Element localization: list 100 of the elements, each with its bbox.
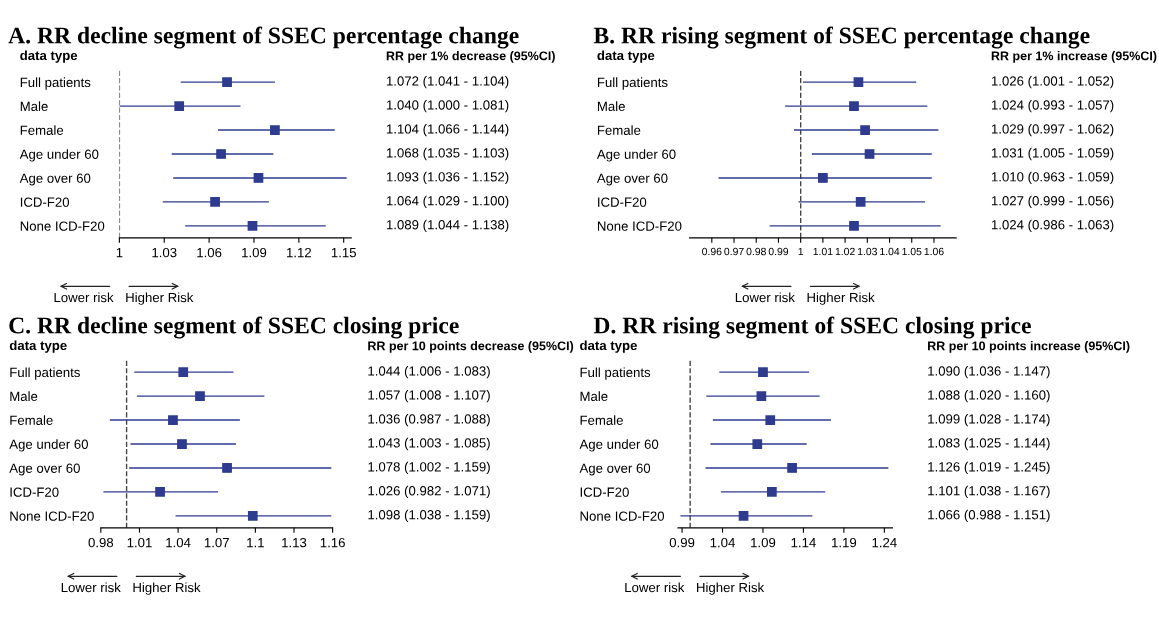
x-tick-label: 0.96 [702, 247, 722, 256]
text: data type [20, 50, 78, 63]
text: Lower risk [625, 582, 685, 593]
y-tick-label: Full patients [20, 77, 91, 90]
x-tick-label: 1 [116, 248, 123, 258]
text: data type [9, 340, 67, 353]
y-tick-label: Full patients [10, 367, 80, 380]
data-label: 1.066 (0.988 - 1.151) [928, 509, 1050, 523]
data-label: 1.043 (1.003 - 1.085) [368, 437, 490, 451]
text: Higher Risk [126, 292, 194, 305]
y-tick-label: Age over 60 [19, 173, 91, 186]
x-tick-label: 1.06 [197, 247, 222, 258]
data-label: 1.104 (1.066 - 1.144) [386, 123, 509, 137]
text: RR per 1% increase (95%CI) [991, 51, 1157, 63]
data-label: 1.031 (1.005 - 1.059) [991, 147, 1114, 161]
x-tick-label: 1.12 [287, 247, 312, 258]
y-tick-label: Age under 60 [19, 149, 99, 162]
chart-title: A. RR decline segment of SSEC percentage change [8, 26, 519, 49]
y-tick-label: Full patients [597, 77, 668, 90]
data-label: 1.098 (1.038 - 1.159) [368, 509, 490, 523]
data-label: 1.089 (1.044 - 1.138) [386, 219, 509, 233]
text: Lower risk [61, 582, 121, 593]
data-label: 1.099 (1.028 - 1.174) [928, 413, 1050, 427]
x-tick-label: 1.06 [924, 247, 944, 256]
text: RR per 10 points decrease (95%CI) [368, 341, 574, 353]
data-label: 1.024 (0.993 - 1.057) [991, 99, 1114, 113]
text: RR per 10 points increase (95%CI) [928, 341, 1130, 353]
x-tick-label: 1.03 [152, 247, 177, 258]
text: Higher Risk [697, 582, 765, 595]
chart-title: D. RR rising segment of SSEC closing price [593, 316, 1031, 339]
x-tick-label: 0.99 [669, 537, 695, 548]
y-tick-label: Male [10, 391, 38, 402]
y-tick-label: None ICD-F20 [597, 221, 682, 231]
x-tick-label: 1.1 [247, 538, 264, 548]
data-label: 1.072 (1.041 - 1.104) [386, 76, 509, 89]
y-tick-label: None ICD-F20 [580, 511, 665, 521]
x-tick-label: 1.04 [710, 537, 735, 548]
y-tick-label: Age over 60 [596, 173, 668, 186]
y-tick-label: Male [580, 391, 608, 402]
text: Lower risk [54, 292, 114, 303]
text: data type [580, 340, 637, 353]
y-tick-label: ICD-F20 [20, 197, 70, 207]
data-label: 1.068 (1.035 - 1.103) [386, 147, 509, 161]
y-tick-label: None ICD-F20 [20, 221, 105, 231]
x-tick-label: 1.04 [880, 247, 900, 256]
data-label: 1.044 (1.006 - 1.083) [368, 366, 490, 379]
y-tick-label: Age under 60 [9, 439, 88, 452]
chart-title: B. RR rising segment of SSEC percentage change [593, 26, 1090, 49]
x-tick-label: 1.16 [320, 537, 345, 548]
text: Higher Risk [807, 292, 875, 305]
data-label: 1.083 (1.025 - 1.144) [928, 437, 1050, 451]
y-tick-label: Age under 60 [579, 439, 659, 452]
y-tick-label: Female [580, 415, 623, 425]
data-label: 1.093 (1.036 - 1.152) [386, 171, 509, 185]
x-tick-label: 1.04 [166, 537, 191, 548]
data-label: 1.026 (1.001 - 1.052) [991, 76, 1114, 89]
text: data type [597, 50, 655, 63]
x-tick-label: 1.07 [204, 537, 229, 548]
data-label: 1.010 (0.963 - 1.059) [991, 171, 1114, 185]
data-label: 1.126 (1.019 - 1.245) [928, 461, 1050, 475]
y-tick-label: Age under 60 [596, 149, 676, 162]
x-tick-label: 1 [798, 247, 804, 256]
chart-title: C. RR decline segment of SSEC closing price [9, 316, 459, 339]
data-label: 1.090 (1.036 - 1.147) [928, 366, 1050, 379]
x-tick-label: 1.05 [902, 247, 922, 256]
x-tick-label: 0.98 [746, 247, 766, 256]
x-tick-label: 1.09 [751, 537, 776, 548]
y-tick-label: Male [597, 101, 625, 112]
data-label: 1.101 (1.038 - 1.167) [928, 485, 1050, 499]
data-label: 1.029 (0.997 - 1.062) [991, 123, 1114, 137]
x-tick-label: 0.97 [724, 247, 744, 256]
text: RR per 1% decrease (95%CI) [386, 51, 555, 63]
data-label: 1.088 (1.020 - 1.160) [928, 389, 1050, 403]
y-tick-label: Female [20, 125, 64, 135]
y-tick-label: ICD-F20 [598, 197, 647, 207]
x-tick-label: 1.02 [835, 247, 855, 256]
x-tick-label: 1.24 [872, 537, 897, 548]
x-tick-label: 0.98 [88, 537, 114, 548]
y-tick-label: Female [597, 125, 641, 135]
x-tick-label: 1.01 [813, 247, 833, 256]
y-tick-label: Female [10, 415, 53, 425]
x-tick-label: 1.15 [331, 248, 356, 258]
text: Higher Risk [133, 582, 201, 595]
y-tick-label: ICD-F20 [10, 487, 59, 497]
y-tick-label: Full patients [580, 367, 651, 380]
x-tick-label: 1.09 [242, 247, 267, 258]
x-tick-label: 1.14 [791, 538, 816, 548]
data-label: 1.036 (0.987 - 1.088) [368, 413, 490, 427]
x-tick-label: 1.03 [857, 247, 877, 256]
data-label: 1.057 (1.008 - 1.107) [368, 389, 490, 403]
x-tick-label: 1.13 [282, 537, 307, 548]
data-label: 1.026 (0.982 - 1.071) [368, 485, 490, 499]
x-tick-label: 1.01 [127, 537, 152, 548]
y-tick-label: Age over 60 [579, 463, 651, 476]
y-tick-label: Age over 60 [9, 463, 80, 476]
x-tick-label: 1.19 [832, 537, 857, 548]
y-tick-label: None ICD-F20 [10, 511, 94, 521]
data-label: 1.064 (1.029 - 1.100) [386, 195, 509, 209]
data-label: 1.078 (1.002 - 1.159) [368, 461, 490, 475]
data-label: 1.024 (0.986 - 1.063) [991, 219, 1114, 233]
